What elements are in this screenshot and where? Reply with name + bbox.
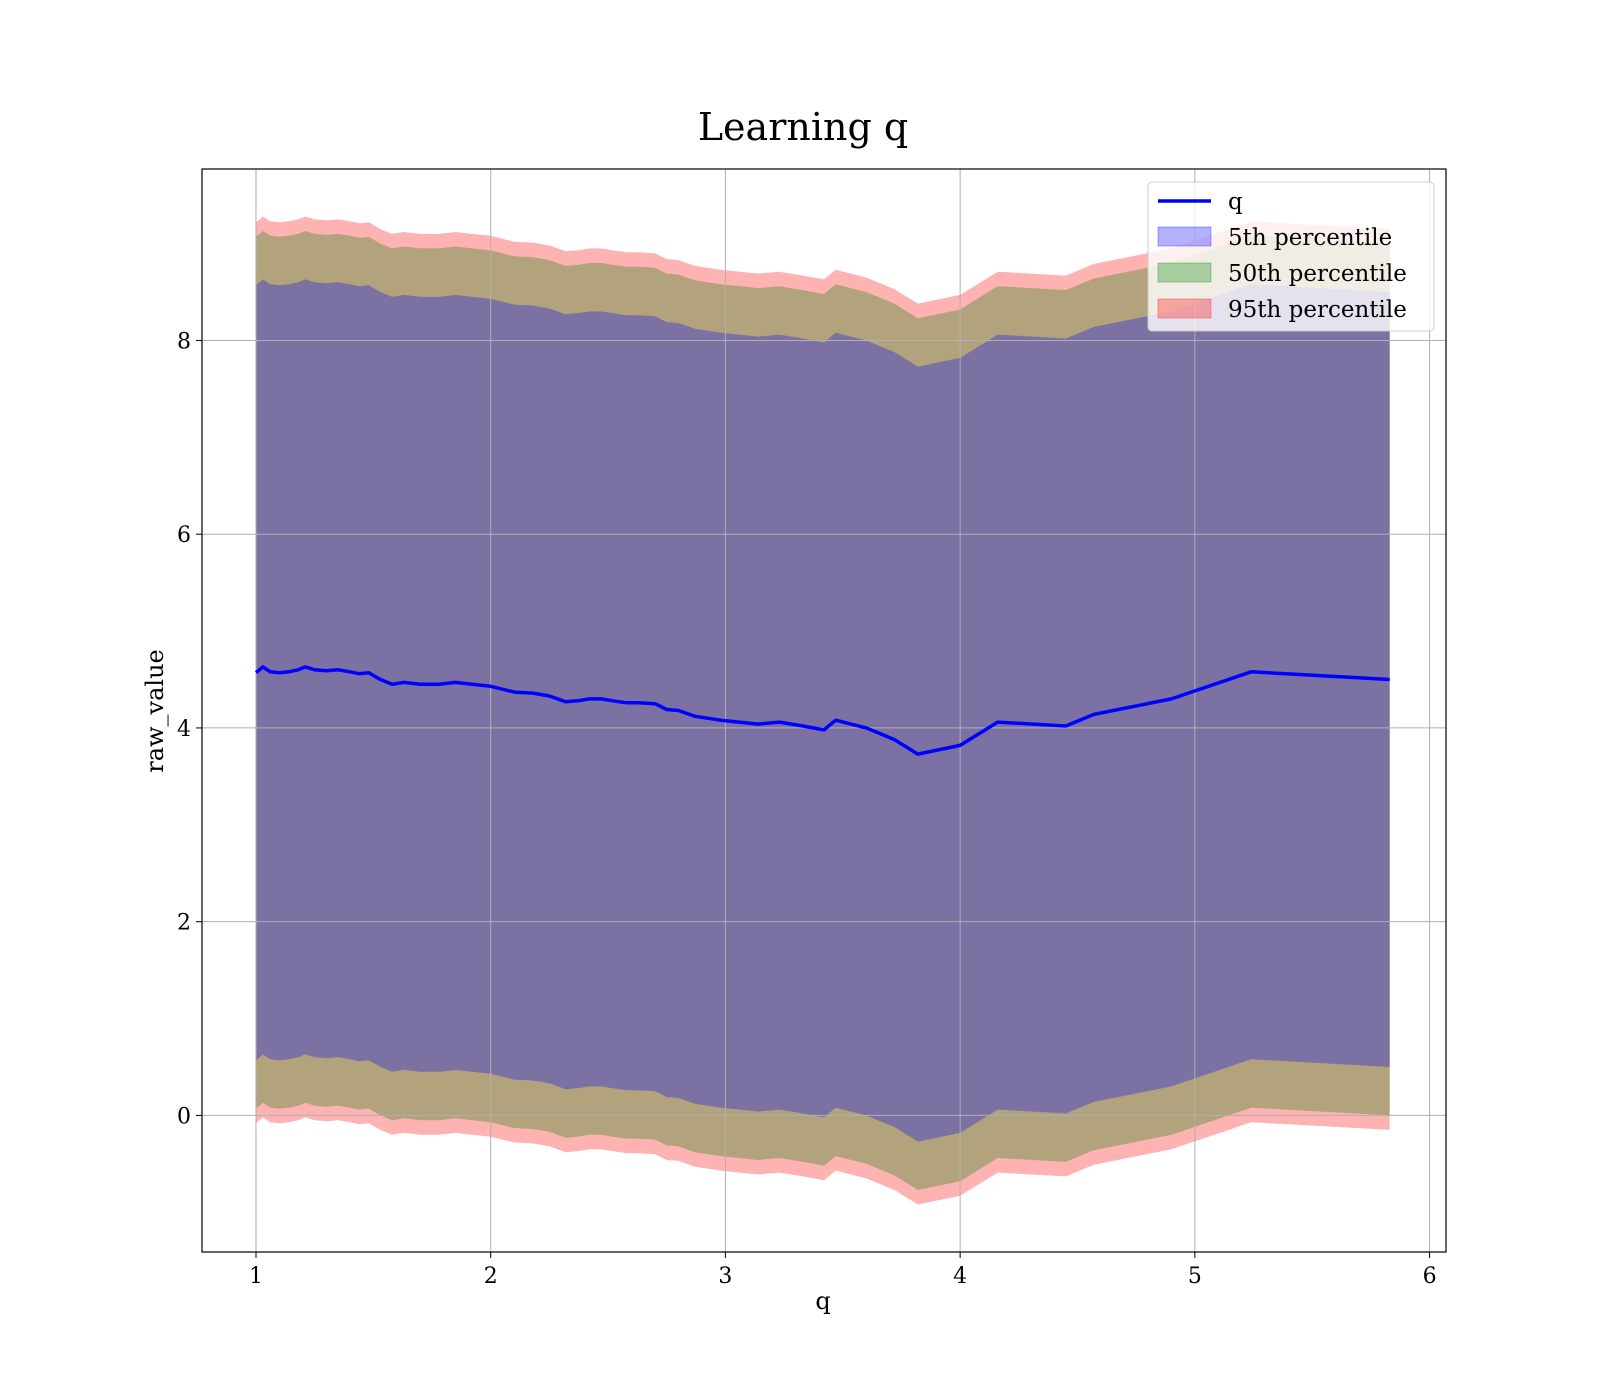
legend: q 5th percentile 50th percentile 95th pe… bbox=[1147, 181, 1435, 332]
legend-box bbox=[1147, 181, 1435, 332]
legend-swatch-95th bbox=[1157, 298, 1212, 319]
x-axis-label: q bbox=[815, 1287, 830, 1315]
line-q bbox=[254, 665, 1390, 756]
y-tick-label: 2 bbox=[177, 911, 191, 936]
x-tick-label: 3 bbox=[718, 1264, 732, 1289]
x-axis-ticks: 1 2 3 4 5 6 bbox=[249, 1252, 1437, 1289]
x-tick-label: 6 bbox=[1423, 1264, 1437, 1289]
chart-title: Learning q bbox=[698, 105, 908, 149]
y-tick-label: 6 bbox=[177, 523, 191, 548]
legend-swatch-5th bbox=[1157, 226, 1212, 247]
band-95th bbox=[256, 216, 1390, 1205]
x-tick-label: 5 bbox=[1188, 1264, 1202, 1289]
band-50th bbox=[256, 231, 1390, 1190]
legend-label-5th: 5th percentile bbox=[1228, 225, 1392, 251]
x-tick-label: 2 bbox=[484, 1264, 498, 1289]
legend-swatch-50th bbox=[1157, 262, 1212, 283]
y-tick-label: 4 bbox=[177, 717, 191, 742]
y-tick-label: 0 bbox=[177, 1104, 191, 1129]
legend-label-q: q bbox=[1228, 189, 1243, 215]
y-axis-ticks: 0 2 4 6 8 bbox=[177, 329, 202, 1129]
legend-label-50th: 50th percentile bbox=[1228, 261, 1407, 287]
legend-label-95th: 95th percentile bbox=[1228, 297, 1407, 323]
series-lines bbox=[254, 665, 1390, 756]
percentile-bands bbox=[256, 216, 1390, 1205]
x-tick-label: 4 bbox=[953, 1264, 967, 1289]
grid-lines bbox=[202, 169, 1446, 1252]
y-axis-label: raw_value bbox=[141, 649, 169, 773]
x-tick-label: 1 bbox=[249, 1264, 263, 1289]
y-tick-label: 8 bbox=[177, 329, 191, 354]
band-5th bbox=[256, 279, 1390, 1142]
plot-frame bbox=[201, 168, 1447, 1253]
